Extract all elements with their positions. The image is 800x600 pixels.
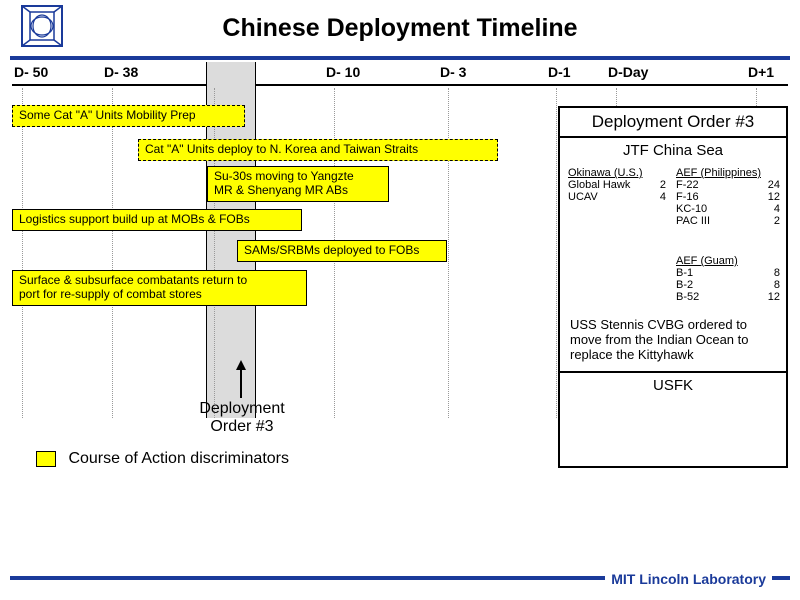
panel-col-philippines: AEF (Philippines) F-2224F-1612KC-104PAC … (676, 167, 780, 227)
asset-name: B-52 (676, 291, 699, 303)
panel-col-guam: AEF (Guam) B-1 8 B-2 8 B-52 12 (676, 255, 780, 303)
asset-qty: 12 (768, 191, 780, 203)
asset-name: B-1 (676, 267, 693, 279)
asset-row: UCAV 4 (568, 191, 666, 203)
asset-name: PAC III (676, 215, 710, 227)
asset-qty: 2 (774, 215, 780, 227)
legend-text: Course of Action discriminators (68, 450, 289, 467)
legend-swatch-icon (36, 451, 56, 467)
asset-qty: 2 (660, 179, 666, 191)
deployment-label-line2: Order #3 (192, 418, 292, 436)
panel-subheader: JTF China Sea (560, 138, 786, 163)
deployment-label: Deployment Order #3 (192, 400, 292, 436)
timeline-axis: D- 50D- 38D- 24D- 10D- 3D-1D-DayD+1 (12, 62, 788, 86)
axis-tick-label: D-Day (608, 64, 648, 80)
grid-line (556, 88, 557, 418)
timeline-event: Su-30s moving to YangzteMR & Shenyang MR… (207, 166, 389, 202)
col-title: AEF (Philippines) (676, 167, 780, 179)
asset-row: B-1 8 (676, 267, 780, 279)
grid-line (112, 88, 113, 418)
grid-line (214, 88, 215, 418)
axis-tick-label: D- 3 (440, 64, 466, 80)
asset-row: F-22 24 (676, 179, 780, 191)
header: Chinese Deployment Timeline (0, 0, 800, 56)
axis-tick-label: D- 38 (104, 64, 138, 80)
asset-qty: 4 (774, 203, 780, 215)
axis-tick-label: D- 50 (14, 64, 48, 80)
timeline-event: Logistics support build up at MOBs & FOB… (12, 209, 302, 231)
timeline-event: Cat "A" Units deploy to N. Korea and Tai… (138, 139, 498, 161)
timeline-event: SAMs/SRBMs deployed to FOBs (237, 240, 447, 262)
asset-name: Global Hawk (568, 179, 630, 191)
asset-name: UCAV (568, 191, 598, 203)
asset-qty: 8 (774, 267, 780, 279)
grid-line (448, 88, 449, 418)
arrow-line (240, 370, 242, 398)
panel-footer: USFK (560, 373, 786, 398)
timeline-event: Some Cat "A" Units Mobility Prep (12, 105, 245, 127)
asset-name: B-2 (676, 279, 693, 291)
asset-row: PAC III 2 (676, 215, 780, 227)
asset-row: B-2 8 (676, 279, 780, 291)
asset-qty: 12 (768, 291, 780, 303)
asset-name: F-22 (676, 179, 699, 191)
deployment-label-line1: Deployment (192, 400, 292, 418)
deployment-order-panel: Deployment Order #3 JTF China Sea Okinaw… (558, 106, 788, 468)
asset-row: KC-10 4 (676, 203, 780, 215)
col-title: AEF (Guam) (676, 255, 780, 267)
timeline-event: Surface & subsurface combatants return t… (12, 270, 307, 306)
asset-name: KC-10 (676, 203, 707, 215)
panel-col-okinawa: Okinawa (U.S.) Global Hawk 2 UCAV 4 (568, 167, 666, 203)
panel-note: USS Stennis CVBG ordered to move from th… (560, 315, 786, 368)
legend: Course of Action discriminators (36, 450, 289, 468)
axis-tick-label: D- 10 (326, 64, 360, 80)
panel-header: Deployment Order #3 (560, 108, 786, 138)
asset-name: F-16 (676, 191, 699, 203)
asset-row: Global Hawk 2 (568, 179, 666, 191)
asset-qty: 24 (768, 179, 780, 191)
asset-row: F-16 12 (676, 191, 780, 203)
page-title: Chinese Deployment Timeline (0, 14, 800, 43)
col-title: Okinawa (U.S.) (568, 167, 666, 179)
arrow-head-icon (236, 360, 246, 370)
grid-line (22, 88, 23, 418)
title-rule (10, 56, 790, 60)
asset-qty: 4 (660, 191, 666, 203)
asset-qty: 8 (774, 279, 780, 291)
axis-tick-label: D-1 (548, 64, 571, 80)
footer-label: MIT Lincoln Laboratory (605, 571, 772, 587)
panel-body: Okinawa (U.S.) Global Hawk 2 UCAV 4 AEF (Ph… (560, 163, 786, 373)
asset-row: B-52 12 (676, 291, 780, 303)
axis-tick-label: D+1 (748, 64, 774, 80)
